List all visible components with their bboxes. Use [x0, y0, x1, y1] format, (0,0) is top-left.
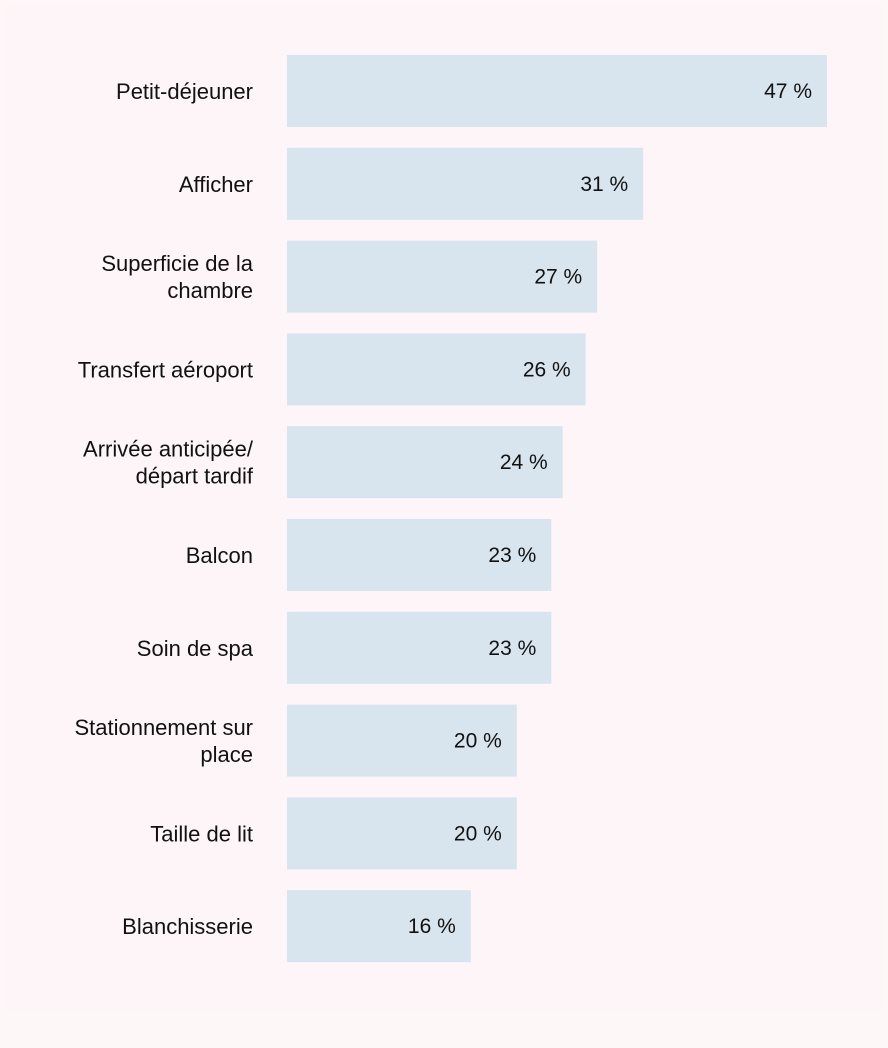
bar-1 [287, 147, 644, 220]
category-label-0: Petit-déjeuner [116, 79, 253, 104]
category-label-line: place [200, 742, 253, 767]
bar-4 [287, 426, 563, 499]
bar-8 [287, 797, 517, 870]
category-label-line: chambre [167, 278, 253, 303]
value-label-9: 16 % [408, 915, 456, 938]
category-label-3: Transfert aéroport [78, 357, 253, 382]
value-label-7: 20 % [454, 730, 502, 753]
category-label-line: Transfert aéroport [78, 357, 253, 382]
category-label-6: Soin de spa [137, 636, 254, 661]
bar-5 [287, 519, 552, 591]
value-label-2: 27 % [534, 266, 582, 289]
category-label-1: Afficher [179, 172, 253, 197]
bar-3 [287, 333, 586, 406]
bar-7 [287, 704, 517, 777]
category-label-line: Blanchisserie [122, 914, 253, 939]
category-label-line: départ tardif [136, 464, 254, 489]
category-label-5: Balcon [186, 543, 253, 568]
category-label-line: Arrivée anticipée/ [83, 437, 254, 462]
category-label-line: Petit-déjeuner [116, 79, 253, 104]
bar-2 [287, 240, 598, 313]
category-label-line: Soin de spa [137, 636, 254, 661]
value-label-8: 20 % [454, 822, 502, 845]
category-label-2: Superficie de la chambre [101, 251, 253, 303]
category-label-line: Afficher [179, 172, 253, 197]
value-label-3: 26 % [523, 358, 571, 381]
category-label-line: Taille de lit [150, 821, 253, 846]
bar-6 [287, 611, 552, 684]
category-label-line: Superficie de la [101, 251, 253, 276]
value-label-4: 24 % [500, 451, 548, 474]
category-label-line: Stationnement sur [74, 715, 253, 740]
value-label-0: 47 % [764, 80, 812, 103]
value-label-5: 23 % [488, 544, 536, 567]
bar-9 [287, 890, 471, 963]
category-label-9: Blanchisserie [122, 914, 253, 939]
value-label-6: 23 % [488, 637, 536, 660]
category-label-4: Arrivée anticipée/départ tardif [83, 437, 254, 489]
category-label-line: Balcon [186, 543, 253, 568]
bar-0 [287, 55, 827, 127]
category-label-8: Taille de lit [150, 821, 253, 846]
value-label-1: 31 % [580, 173, 628, 196]
category-label-7: Stationnement sur place [74, 715, 253, 767]
